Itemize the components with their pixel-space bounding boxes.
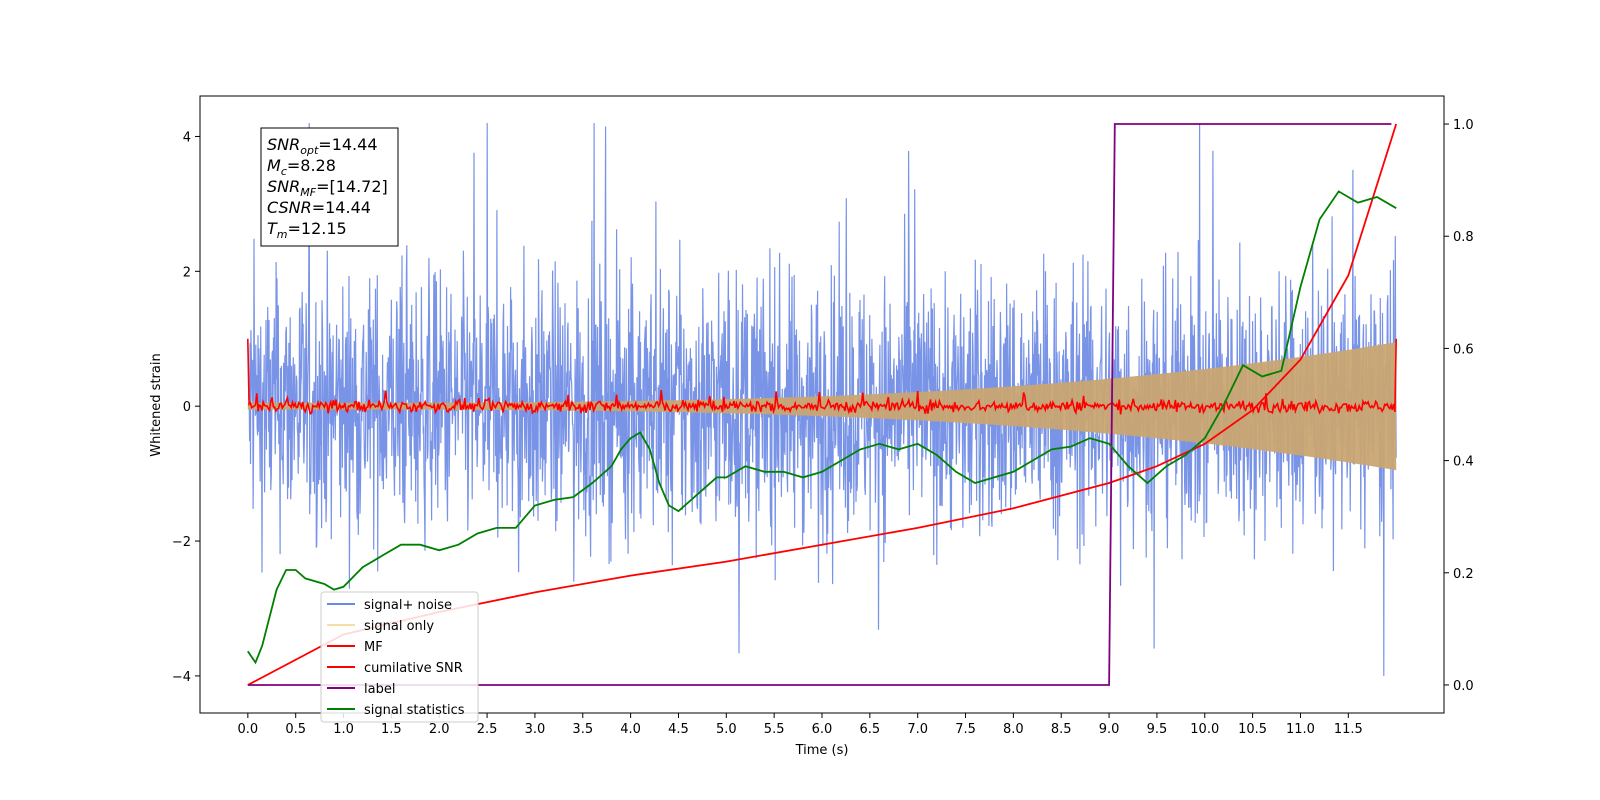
x-tick-label: 7.0 (907, 722, 928, 737)
y-tick-label: 0 (183, 400, 191, 415)
x-tick-label: 2.0 (429, 722, 450, 737)
x-axis-label: Time (s) (795, 743, 849, 758)
x-tick-label: 6.0 (812, 722, 833, 737)
x-tick-label: 1.5 (381, 722, 402, 737)
x-tick-label: 0.0 (238, 722, 259, 737)
x-tick-label: 9.0 (1099, 722, 1120, 737)
x-tick-label: 10.0 (1190, 722, 1219, 737)
info-line: CSNR=14.44 (267, 198, 371, 217)
x-tick-label: 5.0 (716, 722, 737, 737)
x-tick-label: 3.0 (525, 722, 546, 737)
x-tick-label: 0.5 (285, 722, 306, 737)
x-tick-label: 10.5 (1238, 722, 1267, 737)
series-cumulative-snr (247, 123, 1398, 686)
info-box-frame (260, 127, 399, 247)
series-group (247, 122, 1398, 686)
x-tick-label: 2.5 (477, 722, 498, 737)
y-tick-label: 4 (183, 130, 191, 145)
series-signal-only (247, 342, 1397, 471)
x-tick-label: 8.0 (1003, 722, 1024, 737)
legend-frame (320, 591, 479, 723)
x-tick-label: 4.0 (620, 722, 641, 737)
x-tick-label: 7.5 (955, 722, 976, 737)
y-axis-label: Whitened strain (149, 353, 164, 456)
x-tick-label: 6.5 (860, 722, 881, 737)
x-tick-label: 11.5 (1334, 722, 1363, 737)
legend-entry: signal+ noise (364, 598, 452, 613)
legend: signal+ noise signal only MF cumilative SNR… (320, 591, 479, 723)
series-mf (247, 338, 1397, 416)
x-tick-label: 4.5 (668, 722, 689, 737)
legend-entry: label (364, 682, 395, 697)
info-line: Tm=12.15 (267, 219, 347, 241)
x-axis: 0.0 0.5 1.0 1.5 2.0 2.5 3.0 3.5 4.0 4.5 5.0 5.5 6.0 6… (238, 713, 1363, 737)
x-tick-label: 8.5 (1051, 722, 1072, 737)
legend-entry: MF (364, 640, 383, 655)
series-signal-statistics (247, 190, 1397, 665)
y2-tick-label: 0.8 (1453, 230, 1474, 245)
x-tick-label: 1.0 (333, 722, 354, 737)
plot-area (247, 122, 1398, 686)
legend-entry: cumilative SNR (364, 661, 463, 676)
y-axis-left: 4 2 0 −2 −4 (172, 130, 200, 685)
info-line: Mc=8.28 (267, 156, 336, 178)
info-line: SNRMF=[14.72] (267, 177, 388, 199)
y2-tick-label: 0.6 (1453, 342, 1474, 357)
y-axis-right: 1.0 0.8 0.6 0.4 0.2 0.0 (1444, 118, 1474, 694)
x-tick-label: 3.5 (572, 722, 593, 737)
y-tick-label: 2 (183, 265, 191, 280)
x-tick-label: 9.5 (1147, 722, 1168, 737)
info-line: SNRopt=14.44 (267, 135, 378, 157)
y-tick-label: −4 (172, 670, 191, 685)
x-tick-label: 5.5 (764, 722, 785, 737)
y-tick-label: −2 (172, 535, 191, 550)
info-box: SNRopt=14.44Mc=8.28SNRMF=[14.72]CSNR=14.… (260, 127, 399, 247)
y2-tick-label: 0.2 (1453, 567, 1474, 582)
y2-tick-label: 0.0 (1453, 679, 1474, 694)
legend-entry: signal statistics (364, 703, 465, 718)
x-tick-label: 11.0 (1286, 722, 1315, 737)
series-label (247, 123, 1392, 686)
legend-entry: signal only (364, 619, 434, 634)
y2-tick-label: 0.4 (1453, 455, 1474, 470)
y2-tick-label: 1.0 (1453, 118, 1474, 133)
